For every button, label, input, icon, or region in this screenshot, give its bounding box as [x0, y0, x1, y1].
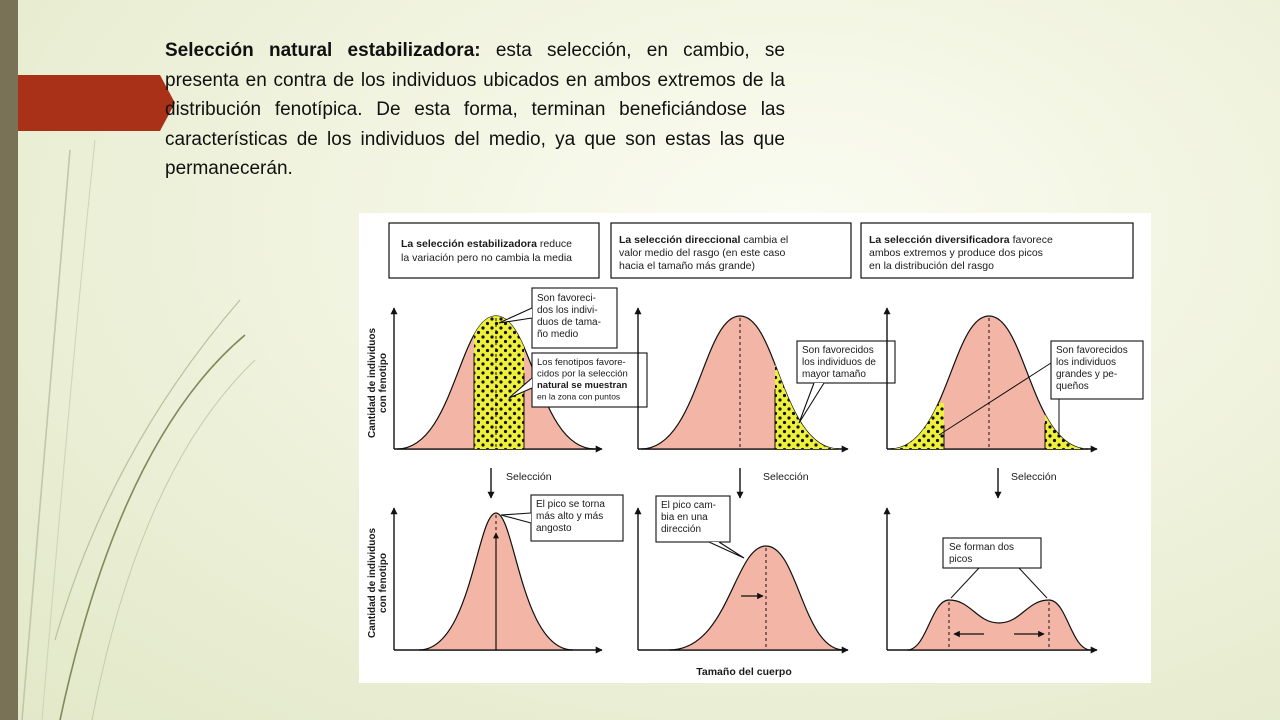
svg-text:Selección: Selección	[1011, 471, 1057, 483]
callout-peak-shift: El pico cam-bia en una dirección	[655, 495, 745, 559]
caption-bold: La selección diversificadora	[869, 234, 1010, 246]
svg-text:La selección estabilizadora re: La selección estabilizadora reduce	[401, 238, 572, 250]
callout-taller-peak: El pico se torna más alto y más angosto	[500, 494, 624, 542]
svg-text:La selección direccional cambi: La selección direccional cambia el	[619, 234, 788, 246]
panel-stabilizing-caption: La selección estabilizadora reduce la va…	[388, 222, 600, 279]
favored-small-zone	[890, 403, 944, 449]
callout-favored-large: Son favorecidos los individuos de mayor ta…	[796, 340, 896, 424]
caption-line2: la variación pero no cambia la media	[401, 252, 572, 264]
svg-text:Los fenotipos favore-cidos por: Los fenotipos favore-cidos por la selecc…	[537, 357, 628, 402]
left-accent-bar	[0, 0, 18, 720]
selection-arrow-2: Selección	[736, 468, 809, 499]
caption-bold: La selección estabilizadora	[401, 238, 537, 250]
caption-line2: ambos extremos y produce dos picos	[869, 247, 1043, 259]
svg-text:Selección: Selección	[506, 471, 552, 483]
favored-middle-zone	[474, 316, 524, 449]
callout-favored-extremes: Son favorecidos los individuos grandes y p…	[938, 340, 1144, 436]
stabilizing-before-plot	[390, 307, 603, 453]
selection-arrow-1: Selección	[487, 468, 552, 499]
heading-bold: Selección natural estabilizadora:	[165, 40, 481, 61]
callout-two-peaks: Se forman dos picos	[942, 537, 1048, 599]
caption-line3: en la distribución del rasgo	[869, 260, 994, 272]
svg-text:Son favoreci-dos los indivi-du: Son favoreci-dos los indivi-duos de tama…	[537, 293, 601, 340]
caption-rest: cambia el	[743, 234, 788, 246]
y-axis-label-bottom: Cantidad de individuoscon fenotipo	[367, 528, 389, 638]
red-arrow-tab	[18, 75, 175, 131]
caption-rest: reduce	[540, 238, 572, 250]
caption-line2: valor medio del rasgo (en este caso	[619, 247, 785, 259]
panel-diversifying-caption: La selección diversificadora favorece am…	[860, 222, 1134, 279]
x-axis-label: Tamaño del cuerpo	[696, 666, 792, 678]
paragraph-text: esta selección, en cambio, se presenta e…	[165, 40, 785, 179]
selection-arrow-3: Selección	[994, 468, 1057, 499]
callout-favored-medium: Son favoreci-dos los indivi-duos de tama…	[498, 287, 618, 349]
diversifying-after-plot	[883, 507, 1098, 654]
callout-dotted-zone: Los fenotipos favore-cidos por la selecc…	[508, 352, 648, 408]
svg-text:Selección: Selección	[763, 471, 809, 483]
favored-big-zone	[1045, 403, 1088, 449]
selection-diagram: La selección estabilizadora reduce la va…	[359, 213, 1151, 683]
svg-text:La selección diversificadora f: La selección diversificadora favorece	[869, 234, 1053, 246]
caption-line3: hacia el tamaño más grande)	[619, 260, 755, 272]
directional-after-plot	[634, 507, 849, 654]
body-paragraph: Selección natural estabilizadora: esta s…	[165, 36, 785, 184]
y-axis-label-top: Cantidad de individuoscon fenotipo	[367, 328, 389, 438]
caption-rest: favorece	[1013, 234, 1053, 246]
caption-bold: La selección direccional	[619, 234, 740, 246]
stabilizing-after-plot	[390, 507, 603, 654]
panel-directional-caption: La selección direccional cambia el valor…	[610, 222, 852, 279]
